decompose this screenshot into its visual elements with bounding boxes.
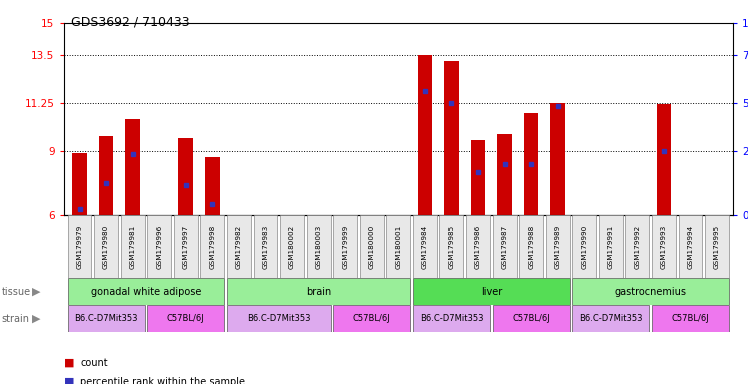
Bar: [524, 113, 539, 215]
FancyBboxPatch shape: [120, 215, 144, 278]
Text: B6.C-D7Mit353: B6.C-D7Mit353: [74, 314, 138, 323]
FancyBboxPatch shape: [413, 278, 570, 305]
Text: C57BL/6J: C57BL/6J: [672, 314, 709, 323]
FancyBboxPatch shape: [227, 278, 410, 305]
Text: GSM179992: GSM179992: [634, 225, 640, 269]
FancyBboxPatch shape: [440, 215, 464, 278]
FancyBboxPatch shape: [67, 305, 144, 332]
Bar: [470, 141, 485, 215]
FancyBboxPatch shape: [387, 215, 410, 278]
Text: GSM179999: GSM179999: [342, 225, 348, 269]
Text: GSM179981: GSM179981: [129, 225, 135, 269]
Text: ■: ■: [64, 377, 74, 384]
Bar: [444, 61, 459, 215]
Bar: [179, 138, 193, 215]
FancyBboxPatch shape: [466, 215, 490, 278]
Bar: [99, 136, 114, 215]
Text: GSM179997: GSM179997: [183, 225, 188, 269]
FancyBboxPatch shape: [333, 305, 410, 332]
FancyBboxPatch shape: [147, 305, 224, 332]
Text: GSM180003: GSM180003: [316, 225, 322, 269]
Bar: [657, 104, 671, 215]
Text: GSM179984: GSM179984: [422, 225, 428, 269]
Text: liver: liver: [481, 287, 502, 297]
Text: C57BL/6J: C57BL/6J: [167, 314, 205, 323]
Text: GSM179979: GSM179979: [76, 225, 82, 269]
Bar: [73, 153, 87, 215]
Text: ■: ■: [64, 358, 74, 368]
Text: GSM179990: GSM179990: [581, 225, 587, 269]
Text: GSM180001: GSM180001: [395, 225, 402, 269]
Text: GSM179995: GSM179995: [714, 225, 720, 269]
Text: strain: strain: [1, 314, 29, 324]
FancyBboxPatch shape: [67, 278, 224, 305]
FancyBboxPatch shape: [652, 305, 729, 332]
Text: GSM179989: GSM179989: [555, 225, 561, 269]
FancyBboxPatch shape: [413, 215, 437, 278]
FancyBboxPatch shape: [678, 215, 702, 278]
FancyBboxPatch shape: [307, 215, 331, 278]
FancyBboxPatch shape: [227, 305, 331, 332]
Text: GDS3692 / 710433: GDS3692 / 710433: [71, 15, 190, 28]
FancyBboxPatch shape: [174, 215, 197, 278]
FancyBboxPatch shape: [519, 215, 543, 278]
Text: GSM179987: GSM179987: [502, 225, 508, 269]
FancyBboxPatch shape: [705, 215, 729, 278]
Text: GSM180002: GSM180002: [289, 225, 295, 269]
Bar: [126, 119, 140, 215]
FancyBboxPatch shape: [280, 215, 304, 278]
Text: GSM179986: GSM179986: [475, 225, 481, 269]
Text: percentile rank within the sample: percentile rank within the sample: [80, 377, 245, 384]
Text: brain: brain: [306, 287, 331, 297]
Bar: [497, 134, 512, 215]
Bar: [417, 55, 432, 215]
Text: GSM179993: GSM179993: [661, 225, 667, 269]
Text: GSM179980: GSM179980: [103, 225, 109, 269]
Text: ▶: ▶: [32, 314, 40, 324]
FancyBboxPatch shape: [413, 305, 490, 332]
FancyBboxPatch shape: [147, 215, 171, 278]
FancyBboxPatch shape: [333, 215, 357, 278]
Text: GSM179994: GSM179994: [687, 225, 693, 269]
FancyBboxPatch shape: [652, 215, 676, 278]
Text: C57BL/6J: C57BL/6J: [512, 314, 550, 323]
Text: GSM179985: GSM179985: [449, 225, 455, 269]
Text: GSM179996: GSM179996: [156, 225, 162, 269]
Text: gonadal white adipose: gonadal white adipose: [91, 287, 201, 297]
FancyBboxPatch shape: [546, 215, 570, 278]
Text: ▶: ▶: [32, 287, 40, 297]
Text: gastrocnemius: gastrocnemius: [615, 287, 687, 297]
Bar: [205, 157, 220, 215]
Text: GSM179982: GSM179982: [236, 225, 242, 269]
Text: tissue: tissue: [1, 287, 31, 297]
Text: C57BL/6J: C57BL/6J: [353, 314, 390, 323]
FancyBboxPatch shape: [572, 305, 649, 332]
Text: GSM179983: GSM179983: [263, 225, 269, 269]
Text: B6.C-D7Mit353: B6.C-D7Mit353: [420, 314, 483, 323]
Text: GSM180000: GSM180000: [369, 225, 375, 269]
FancyBboxPatch shape: [227, 215, 251, 278]
FancyBboxPatch shape: [94, 215, 118, 278]
FancyBboxPatch shape: [67, 215, 91, 278]
FancyBboxPatch shape: [493, 305, 570, 332]
FancyBboxPatch shape: [200, 215, 224, 278]
FancyBboxPatch shape: [572, 215, 596, 278]
FancyBboxPatch shape: [599, 215, 623, 278]
FancyBboxPatch shape: [493, 215, 517, 278]
Text: GSM179991: GSM179991: [608, 225, 614, 269]
Bar: [551, 103, 565, 215]
FancyBboxPatch shape: [625, 215, 649, 278]
FancyBboxPatch shape: [572, 278, 729, 305]
FancyBboxPatch shape: [254, 215, 278, 278]
Text: GSM179998: GSM179998: [209, 225, 215, 269]
Text: B6.C-D7Mit353: B6.C-D7Mit353: [579, 314, 643, 323]
FancyBboxPatch shape: [360, 215, 384, 278]
Text: count: count: [80, 358, 108, 368]
Text: B6.C-D7Mit353: B6.C-D7Mit353: [247, 314, 310, 323]
Text: GSM179988: GSM179988: [528, 225, 534, 269]
